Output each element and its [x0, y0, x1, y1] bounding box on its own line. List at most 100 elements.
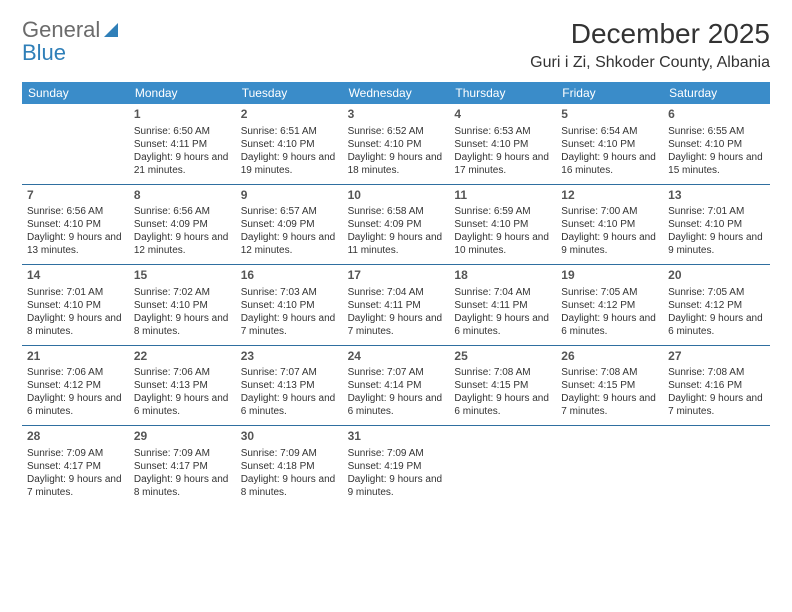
sunset-text: Sunset: 4:10 PM [561, 218, 658, 231]
daylight-text: Daylight: 9 hours and 16 minutes. [561, 151, 658, 177]
day-cell: 27Sunrise: 7:08 AMSunset: 4:16 PMDayligh… [663, 346, 770, 426]
day-number: 1 [134, 107, 231, 123]
sunset-text: Sunset: 4:09 PM [241, 218, 338, 231]
day-number: 17 [348, 268, 445, 284]
calendar-header-row: Sunday Monday Tuesday Wednesday Thursday… [22, 82, 770, 104]
sunset-text: Sunset: 4:09 PM [348, 218, 445, 231]
day-cell: 29Sunrise: 7:09 AMSunset: 4:17 PMDayligh… [129, 426, 236, 506]
weekday-heading: Saturday [663, 82, 770, 104]
sunrise-text: Sunrise: 7:07 AM [241, 366, 338, 379]
day-number: 30 [241, 429, 338, 445]
daylight-text: Daylight: 9 hours and 6 minutes. [668, 312, 765, 338]
brand-text: General Blue [22, 18, 118, 64]
day-info: Sunrise: 7:00 AMSunset: 4:10 PMDaylight:… [561, 205, 658, 257]
header: General Blue December 2025 Guri i Zi, Sh… [22, 18, 770, 72]
calendar-body: 1 Sunrise: 6:50 AMSunset: 4:11 PM Daylight… [22, 104, 770, 506]
day-number: 9 [241, 188, 338, 204]
day-info: Sunrise: 7:05 AMSunset: 4:12 PMDaylight:… [561, 286, 658, 338]
day-cell: 14 Sunrise: 7:01 AMSunset: 4:10 PMDayligh… [22, 265, 129, 345]
day-cell: 4Sunrise: 6:53 AMSunset: 4:10 PMDaylight… [449, 104, 556, 184]
daylight-text: Daylight: 9 hours and 6 minutes. [348, 392, 445, 418]
day-cell: 6Sunrise: 6:55 AMSunset: 4:10 PMDaylight… [663, 104, 770, 184]
sunrise-text: Sunrise: 7:08 AM [454, 366, 551, 379]
day-cell: 15Sunrise: 7:02 AMSunset: 4:10 PMDayligh… [129, 265, 236, 345]
calendar-week-row: 7Sunrise: 6:56 AMSunset: 4:10 PMDaylight… [22, 185, 770, 266]
day-cell [663, 426, 770, 506]
sunrise-text: Sunrise: 6:59 AM [454, 205, 551, 218]
day-number: 23 [241, 349, 338, 365]
daylight-text: Daylight: 9 hours and 8 minutes. [27, 312, 124, 338]
sunset-text: Sunset: 4:10 PM [241, 138, 338, 151]
sunset-text: Sunset: 4:10 PM [27, 299, 124, 312]
day-cell: 25Sunrise: 7:08 AMSunset: 4:15 PMDayligh… [449, 346, 556, 426]
day-cell: 20Sunrise: 7:05 AMSunset: 4:12 PMDayligh… [663, 265, 770, 345]
daylight-text: Daylight: 9 hours and 9 minutes. [348, 473, 445, 499]
daylight-text: Daylight: 9 hours and 6 minutes. [561, 312, 658, 338]
day-info: Sunrise: 7:08 AMSunset: 4:15 PMDaylight:… [454, 366, 551, 418]
day-cell: 18Sunrise: 7:04 AMSunset: 4:11 PMDayligh… [449, 265, 556, 345]
day-info: Sunrise: 7:01 AMSunset: 4:10 PMDaylight:… [27, 286, 124, 338]
sunrise-text: Sunrise: 7:01 AM [27, 286, 124, 299]
sunrise-text: Sunrise: 6:51 AM [241, 125, 338, 138]
sunrise-text: Sunrise: 7:02 AM [134, 286, 231, 299]
daylight-text: Daylight: 9 hours and 7 minutes. [241, 312, 338, 338]
day-cell: 17Sunrise: 7:04 AMSunset: 4:11 PMDayligh… [343, 265, 450, 345]
sunrise-text: Sunrise: 6:50 AM [134, 125, 231, 138]
day-info: Sunrise: 7:06 AMSunset: 4:13 PMDaylight:… [134, 366, 231, 418]
sunrise-text: Sunrise: 7:07 AM [348, 366, 445, 379]
day-info: Sunrise: 6:52 AMSunset: 4:10 PMDaylight:… [348, 125, 445, 177]
day-number: 25 [454, 349, 551, 365]
sunset-text: Sunset: 4:19 PM [348, 460, 445, 473]
day-number: 5 [561, 107, 658, 123]
daylight-text: Daylight: 9 hours and 8 minutes. [241, 473, 338, 499]
day-cell: 2Sunrise: 6:51 AMSunset: 4:10 PMDaylight… [236, 104, 343, 184]
sunrise-text: Sunrise: 7:06 AM [27, 366, 124, 379]
calendar-week-row: 14Sunrise: 7:01 AMSunset: 4:10 PMDayligh… [22, 265, 770, 346]
sunset-text: Sunset: 4:12 PM [27, 379, 124, 392]
day-info: Sunrise: 7:05 AMSunset: 4:12 PMDaylight:… [668, 286, 765, 338]
sunset-text: Sunset: 4:12 PM [561, 299, 658, 312]
sunrise-text: Sunrise: 7:06 AM [134, 366, 231, 379]
sunset-text: Sunset: 4:10 PM [454, 138, 551, 151]
sunrise-text: Sunrise: 6:57 AM [241, 205, 338, 218]
day-number: 3 [348, 107, 445, 123]
day-info: Sunrise: 7:09 AMSunset: 4:19 PMDaylight:… [348, 447, 445, 499]
calendar: Sunday Monday Tuesday Wednesday Thursday… [22, 82, 770, 506]
daylight-text: Daylight: 9 hours and 19 minutes. [241, 151, 338, 177]
weekday-heading: Friday [556, 82, 663, 104]
sunset-text: Sunset: 4:16 PM [668, 379, 765, 392]
daylight-text: Daylight: 9 hours and 18 minutes. [348, 151, 445, 177]
day-number: 26 [561, 349, 658, 365]
sunrise-text: Sunrise: 7:09 AM [241, 447, 338, 460]
sunset-text: Sunset: 4:18 PM [241, 460, 338, 473]
weekday-heading: Thursday [449, 82, 556, 104]
day-number: 14 [27, 268, 124, 284]
sunrise-text: Sunrise: 7:09 AM [348, 447, 445, 460]
sunset-text: Sunset: 4:12 PM [668, 299, 765, 312]
day-number: 18 [454, 268, 551, 284]
weekday-heading: Sunday [22, 82, 129, 104]
daylight-text: Daylight: 9 hours and 6 minutes. [454, 392, 551, 418]
sunset-text: Sunset: 4:13 PM [241, 379, 338, 392]
daylight-text: Daylight: 9 hours and 15 minutes. [668, 151, 765, 177]
day-info: Sunrise: 6:56 AMSunset: 4:10 PMDaylight:… [27, 205, 124, 257]
day-info: Sunrise: 7:09 AMSunset: 4:18 PMDaylight:… [241, 447, 338, 499]
sunset-text: Sunset: 4:10 PM [134, 299, 231, 312]
sunrise-text: Sunrise: 6:55 AM [668, 125, 765, 138]
sunset-text: Sunset: 4:15 PM [561, 379, 658, 392]
day-number: 19 [561, 268, 658, 284]
day-cell [22, 104, 129, 184]
sunrise-text: Sunrise: 6:56 AM [134, 205, 231, 218]
sunset-text: Sunset: 4:11 PM [134, 138, 231, 151]
page-title: December 2025 [530, 18, 770, 50]
day-number: 21 [27, 349, 124, 365]
daylight-text: Daylight: 9 hours and 8 minutes. [134, 473, 231, 499]
day-cell: 11Sunrise: 6:59 AMSunset: 4:10 PMDayligh… [449, 185, 556, 265]
day-cell: 16Sunrise: 7:03 AMSunset: 4:10 PMDayligh… [236, 265, 343, 345]
sunrise-text: Sunrise: 7:05 AM [668, 286, 765, 299]
sunset-text: Sunset: 4:10 PM [668, 138, 765, 151]
sunrise-text: Sunrise: 7:03 AM [241, 286, 338, 299]
day-number: 12 [561, 188, 658, 204]
sunrise-text: Sunrise: 7:04 AM [454, 286, 551, 299]
day-number: 4 [454, 107, 551, 123]
